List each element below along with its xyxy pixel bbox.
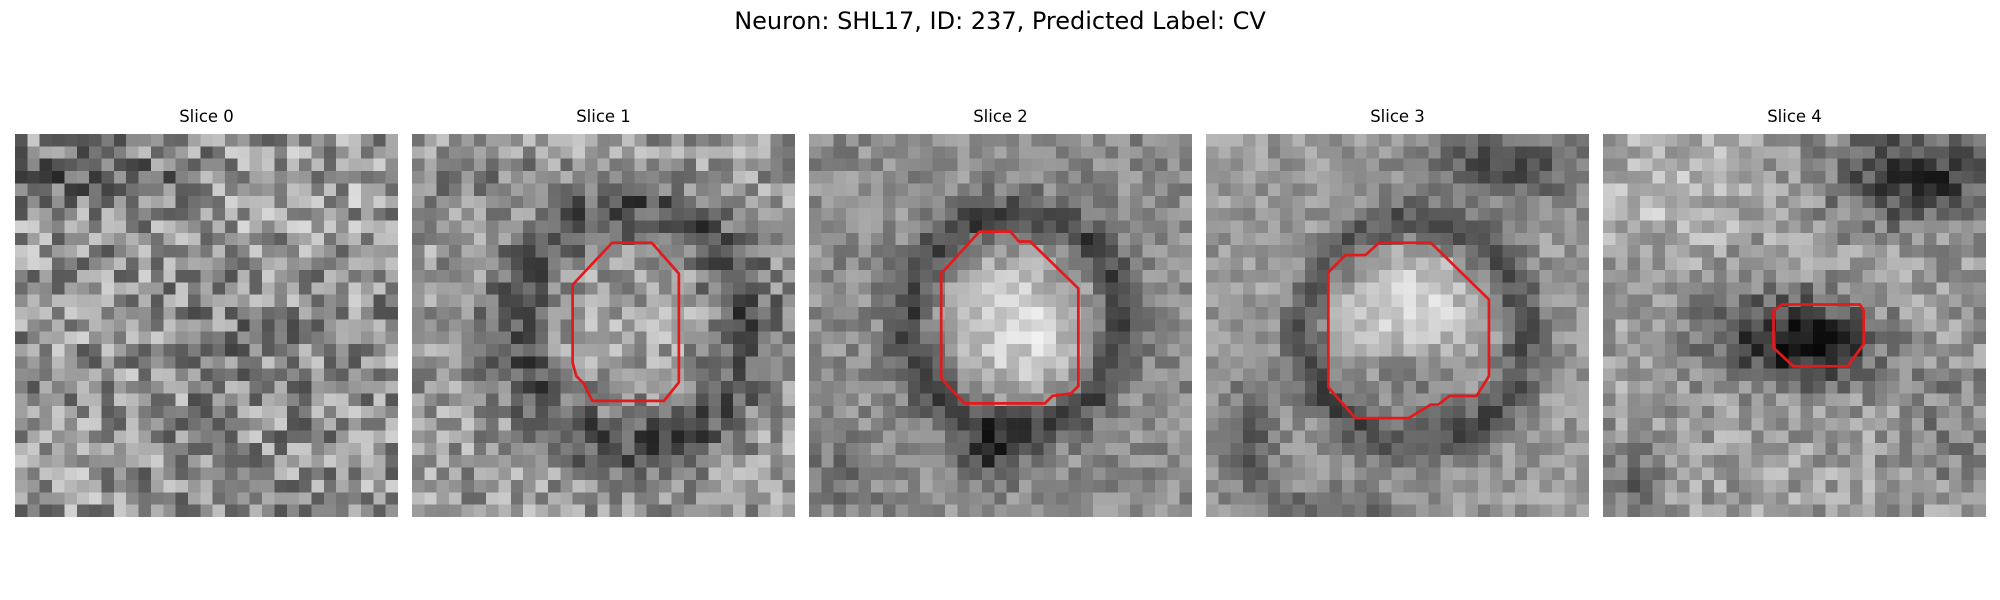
pixel-grid-4 xyxy=(1603,134,1986,517)
slice-image-4 xyxy=(1603,134,1986,517)
pixel-grid-0 xyxy=(15,134,398,517)
pixel-grid-2 xyxy=(809,134,1192,517)
pixel-grid-3 xyxy=(1206,134,1589,517)
roi-contour-3 xyxy=(1326,241,1491,420)
slice-title-3: Slice 3 xyxy=(1370,107,1425,126)
roi-contour-1 xyxy=(571,241,681,403)
pixel-grid-1 xyxy=(412,134,795,517)
slice-image-1 xyxy=(412,134,795,517)
slice-panel-0: Slice 0 xyxy=(15,106,398,517)
slice-panel-3: Slice 3 xyxy=(1206,106,1589,517)
roi-contour-2 xyxy=(939,230,1080,405)
slice-panel-4: Slice 4 xyxy=(1603,106,1986,517)
slice-image-2 xyxy=(809,134,1192,517)
roi-contour-4 xyxy=(1772,303,1866,368)
slice-panel-1: Slice 1 xyxy=(412,106,795,517)
slice-image-3 xyxy=(1206,134,1589,517)
slice-title-0: Slice 0 xyxy=(179,107,234,126)
figure-title: Neuron: SHL17, ID: 237, Predicted Label:… xyxy=(734,7,1266,35)
slice-title-4: Slice 4 xyxy=(1767,107,1822,126)
slice-title-2: Slice 2 xyxy=(973,107,1028,126)
slice-title-1: Slice 1 xyxy=(576,107,631,126)
slice-panel-2: Slice 2 xyxy=(809,106,1192,517)
slice-image-0 xyxy=(15,134,398,517)
